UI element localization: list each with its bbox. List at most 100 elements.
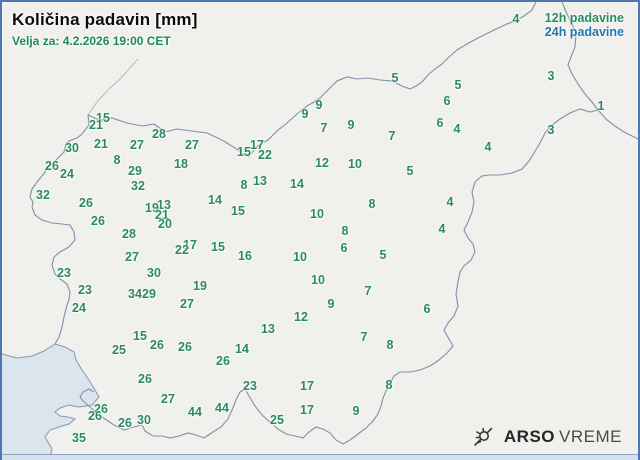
precip-value: 22 (175, 243, 189, 257)
border-austria-italy (87, 58, 139, 116)
precip-value: 8 (113, 153, 121, 167)
page-title: Količina padavin [mm] (12, 10, 198, 29)
precip-value: 27 (180, 297, 194, 311)
precip-value: 15 (96, 111, 110, 125)
border-south-croatia (79, 108, 599, 445)
precip-value: 32 (131, 179, 145, 193)
precip-value: 4 (453, 122, 461, 136)
precip-value: 29 (142, 287, 156, 301)
precip-value: 17 (183, 238, 197, 252)
precip-value: 10 (348, 157, 362, 171)
precip-value: 23 (57, 266, 71, 280)
coastline (2, 343, 100, 460)
precip-value: 32 (36, 188, 50, 202)
precip-value: 10 (311, 273, 325, 287)
precip-value: 13 (261, 322, 275, 336)
precip-value: 26 (45, 159, 59, 173)
precip-value: 8 (240, 178, 248, 192)
precip-value: 28 (122, 227, 136, 241)
precip-value: 21 (155, 208, 169, 222)
precip-value: 25 (112, 343, 126, 357)
precip-value: 8 (386, 338, 394, 352)
precip-value: 5 (406, 164, 414, 178)
precip-value: 24 (60, 167, 74, 181)
precip-value: 30 (147, 266, 161, 280)
precip-value: 4 (512, 12, 520, 26)
precip-value: 27 (161, 392, 175, 406)
precip-value: 44 (215, 401, 229, 415)
precip-value: 7 (388, 129, 396, 143)
legend: 12h padavine 24h padavine (545, 11, 624, 39)
precip-value: 17 (300, 379, 314, 393)
precip-value: 7 (320, 121, 328, 135)
valid-time-label: Velja za: 4.2.2026 19:00 CET (12, 34, 171, 48)
map-bottom-frame (2, 454, 638, 460)
precip-value: 26 (79, 196, 93, 210)
precip-value: 4 (446, 195, 454, 209)
precip-value: 9 (352, 404, 360, 418)
precip-value: 26 (94, 402, 108, 416)
precip-value: 12 (315, 156, 329, 170)
precip-value: 14 (208, 193, 222, 207)
precip-value: 6 (436, 116, 444, 130)
precip-value: 15 (231, 204, 245, 218)
precip-value: 25 (270, 413, 284, 427)
precip-value: 26 (91, 214, 105, 228)
brand-vreme: VREME (559, 427, 622, 446)
precip-value: 4 (438, 222, 446, 236)
header: Količina padavin [mm] Velja za: 4.2.2026… (12, 10, 198, 48)
precip-value: 19 (145, 201, 159, 215)
brand-arso: ARSO (503, 427, 556, 446)
legend-24h-toggle[interactable]: 24h padavine (544, 25, 624, 39)
precip-value: 23 (78, 283, 92, 297)
precip-value: 17 (250, 138, 264, 152)
precip-value: 9 (301, 107, 309, 121)
precip-value: 5 (391, 71, 399, 85)
precip-value: 26 (150, 338, 164, 352)
precip-value: 19 (193, 279, 207, 293)
precip-value: 34 (128, 287, 142, 301)
precip-value: 6 (423, 302, 431, 316)
precip-value: 26 (138, 372, 152, 386)
precip-value: 10 (310, 207, 324, 221)
precip-value: 4 (484, 140, 492, 154)
border-north (87, 2, 537, 158)
precip-value: 22 (258, 148, 272, 162)
precip-value: 29 (128, 164, 142, 178)
precip-value: 5 (454, 78, 462, 92)
brand-logo: ARSO VREME (471, 425, 622, 449)
precip-value: 24 (72, 301, 86, 315)
precip-value: 14 (235, 342, 249, 356)
precip-value: 21 (94, 137, 108, 151)
precip-value: 44 (188, 405, 202, 419)
precip-value: 15 (237, 145, 251, 159)
border-west-italy (29, 114, 90, 345)
precip-value: 8 (385, 378, 393, 392)
weather-sun-icon (474, 427, 493, 446)
precip-value: 8 (368, 197, 376, 211)
precip-value: 7 (364, 284, 372, 298)
legend-12h-toggle[interactable]: 12h padavine (544, 11, 624, 25)
precip-value: 15 (133, 329, 147, 343)
precip-value: 8 (341, 224, 349, 238)
border-northeast (561, 2, 638, 140)
precip-value: 26 (178, 340, 192, 354)
precip-value: 15 (211, 240, 225, 254)
brand-text: ARSO VREME (504, 427, 622, 447)
precip-value: 13 (157, 198, 171, 212)
precip-value: 6 (340, 241, 348, 255)
precip-value: 26 (216, 354, 230, 368)
sea-adriatic (2, 344, 99, 460)
precip-value: 26 (88, 409, 102, 423)
precip-value: 16 (238, 249, 252, 263)
precip-value: 9 (327, 297, 335, 311)
precip-value: 1 (597, 99, 605, 113)
precip-value: 3 (547, 123, 555, 137)
precip-value: 27 (130, 138, 144, 152)
precip-value: 27 (125, 250, 139, 264)
precip-value: 10 (293, 250, 307, 264)
precip-value: 9 (315, 98, 323, 112)
precip-value: 6 (443, 94, 451, 108)
